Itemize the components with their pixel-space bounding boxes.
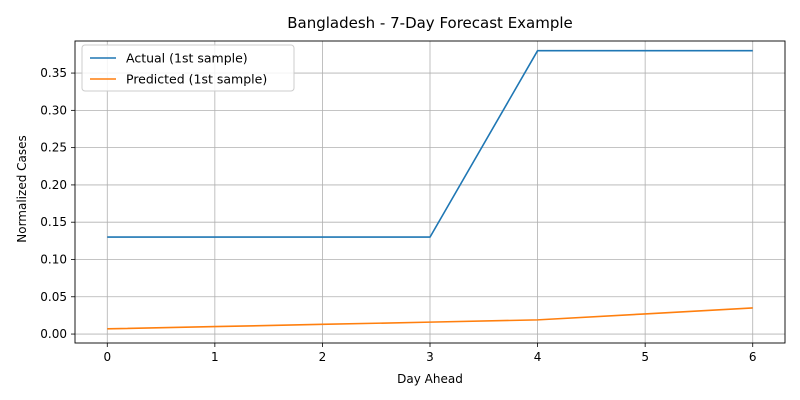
y-tick-label: 0.10 <box>40 252 67 266</box>
x-tick-label: 1 <box>211 350 219 364</box>
legend-entry-label: Actual (1st sample) <box>126 51 248 66</box>
y-tick-label: 0.00 <box>40 327 67 341</box>
x-tick-label: 5 <box>641 350 649 364</box>
x-axis-label: Day Ahead <box>397 372 463 386</box>
series-lines <box>107 49 753 330</box>
legend-entry-label: Predicted (1st sample) <box>126 72 267 87</box>
x-tick-label: 6 <box>749 350 757 364</box>
legend: Actual (1st sample) Predicted (1st sample… <box>81 44 295 92</box>
y-axis-ticks: 0.00 0.05 0.10 0.15 0.20 0.25 0.30 0.35 <box>40 66 75 341</box>
y-tick-label: 0.20 <box>40 178 67 192</box>
y-tick-label: 0.15 <box>40 215 67 229</box>
x-axis-ticks: 0 1 2 3 4 5 6 <box>103 343 757 364</box>
x-tick-label: 2 <box>319 350 327 364</box>
y-axis-label: Normalized Cases <box>15 135 29 242</box>
grid <box>75 41 785 343</box>
y-tick-label: 0.25 <box>40 141 67 155</box>
x-tick-label: 4 <box>534 350 542 364</box>
legend-box <box>81 44 295 92</box>
chart-title: Bangladesh - 7-Day Forecast Example <box>287 14 573 32</box>
y-tick-label: 0.35 <box>40 66 67 80</box>
series-line-predicted <box>107 307 753 330</box>
y-tick-label: 0.05 <box>40 290 67 304</box>
series-line-actual <box>107 49 753 238</box>
x-tick-label: 0 <box>103 350 111 364</box>
y-tick-label: 0.30 <box>40 103 67 117</box>
x-tick-label: 3 <box>426 350 434 364</box>
